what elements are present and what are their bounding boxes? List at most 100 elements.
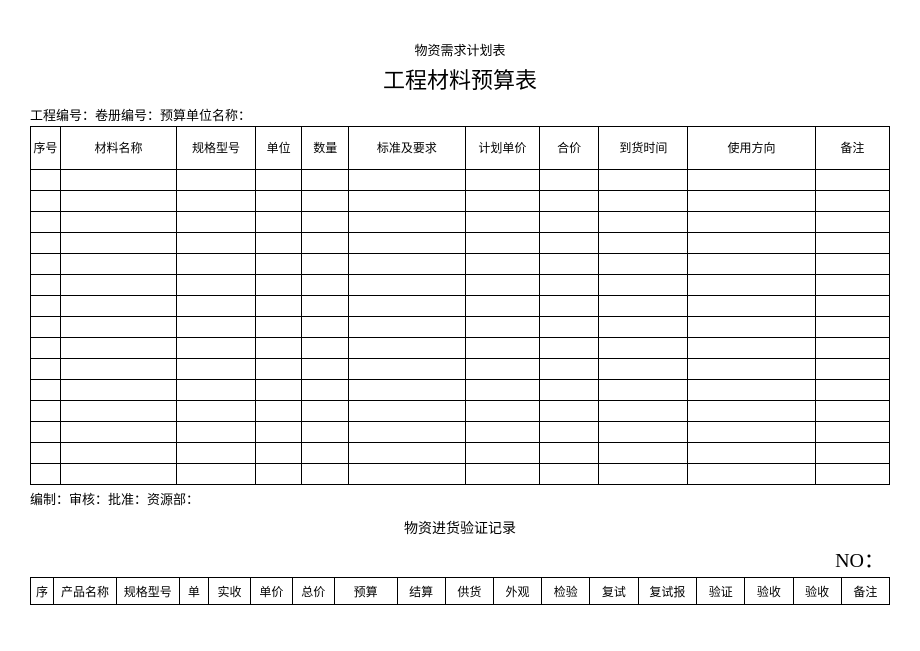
- table-cell: [688, 338, 815, 359]
- table-header-cell: 序: [31, 578, 54, 605]
- table-cell: [349, 317, 466, 338]
- table-cell: [349, 443, 466, 464]
- table-cell: [815, 422, 889, 443]
- table-cell: [688, 212, 815, 233]
- table-header-cell: 序号: [31, 127, 61, 170]
- table-cell: [688, 464, 815, 485]
- table-cell: [302, 401, 349, 422]
- table-cell: [599, 464, 688, 485]
- table-cell: [349, 170, 466, 191]
- table-cell: [349, 254, 466, 275]
- table-cell: [688, 443, 815, 464]
- table-cell: [60, 233, 177, 254]
- table-cell: [688, 401, 815, 422]
- table-cell: [815, 359, 889, 380]
- table-header-cell: 验证: [697, 578, 745, 605]
- table-cell: [815, 443, 889, 464]
- budget-table: 序号材料名称规格型号单位数量标准及要求计划单价合价到货时间使用方向备注: [30, 126, 890, 485]
- table-cell: [177, 275, 255, 296]
- table-header-cell: 使用方向: [688, 127, 815, 170]
- table-cell: [302, 191, 349, 212]
- table-row: [31, 233, 890, 254]
- table-cell: [465, 296, 539, 317]
- table-cell: [60, 275, 177, 296]
- table-cell: [349, 380, 466, 401]
- table-cell: [31, 401, 61, 422]
- table-cell: [599, 317, 688, 338]
- table-cell: [349, 233, 466, 254]
- table-cell: [815, 212, 889, 233]
- table-cell: [60, 401, 177, 422]
- table-cell: [31, 191, 61, 212]
- table-cell: [302, 464, 349, 485]
- table-cell: [177, 464, 255, 485]
- table-cell: [302, 296, 349, 317]
- table-cell: [255, 317, 302, 338]
- table-cell: [255, 191, 302, 212]
- table-row: [31, 359, 890, 380]
- table-cell: [539, 296, 598, 317]
- table-cell: [539, 233, 598, 254]
- no-label: NO：: [30, 544, 890, 573]
- table-cell: [177, 380, 255, 401]
- table-cell: [255, 170, 302, 191]
- table-header-cell: 规格型号: [116, 578, 179, 605]
- table-header-row: 序产品名称规格型号单实收单价总价预算结算供货外观检验复试复试报验证验收验收备注: [31, 578, 890, 605]
- table-header-cell: 备注: [841, 578, 889, 605]
- table-cell: [465, 380, 539, 401]
- table-header-cell: 单: [179, 578, 208, 605]
- table-row: [31, 380, 890, 401]
- table-cell: [302, 233, 349, 254]
- table-cell: [465, 275, 539, 296]
- table-header-cell: 规格型号: [177, 127, 255, 170]
- table-cell: [539, 401, 598, 422]
- table-cell: [815, 254, 889, 275]
- footer-line: 编制：审核：批准：资源部：: [30, 489, 890, 508]
- table-header-cell: 单价: [250, 578, 292, 605]
- table-cell: [688, 380, 815, 401]
- table-header-cell: 总价: [292, 578, 334, 605]
- table-cell: [465, 359, 539, 380]
- table-cell: [815, 233, 889, 254]
- table-cell: [31, 212, 61, 233]
- table-cell: [465, 401, 539, 422]
- table-header-cell: 到货时间: [599, 127, 688, 170]
- table-row: [31, 317, 890, 338]
- table-cell: [688, 191, 815, 212]
- table-header-cell: 合价: [539, 127, 598, 170]
- table-header-cell: 产品名称: [54, 578, 117, 605]
- table-cell: [31, 275, 61, 296]
- table-cell: [177, 338, 255, 359]
- table-cell: [349, 464, 466, 485]
- table-cell: [31, 464, 61, 485]
- table-cell: [177, 401, 255, 422]
- table-cell: [688, 233, 815, 254]
- table-cell: [815, 401, 889, 422]
- table-header-cell: 复试报: [638, 578, 697, 605]
- table-cell: [31, 443, 61, 464]
- table-cell: [815, 275, 889, 296]
- table-cell: [599, 191, 688, 212]
- table-cell: [815, 170, 889, 191]
- table-cell: [349, 212, 466, 233]
- table-row: [31, 275, 890, 296]
- table-cell: [302, 380, 349, 401]
- table-header-cell: 验收: [793, 578, 841, 605]
- table-cell: [688, 296, 815, 317]
- table-cell: [599, 275, 688, 296]
- table-cell: [60, 443, 177, 464]
- table-cell: [302, 422, 349, 443]
- table-header-cell: 计划单价: [465, 127, 539, 170]
- table-cell: [815, 296, 889, 317]
- table-row: [31, 338, 890, 359]
- table-cell: [31, 233, 61, 254]
- table-cell: [539, 212, 598, 233]
- table-row: [31, 191, 890, 212]
- table-cell: [60, 317, 177, 338]
- table-cell: [599, 254, 688, 275]
- table-row: [31, 401, 890, 422]
- table-cell: [599, 233, 688, 254]
- table-cell: [31, 170, 61, 191]
- table-cell: [349, 296, 466, 317]
- table-cell: [349, 275, 466, 296]
